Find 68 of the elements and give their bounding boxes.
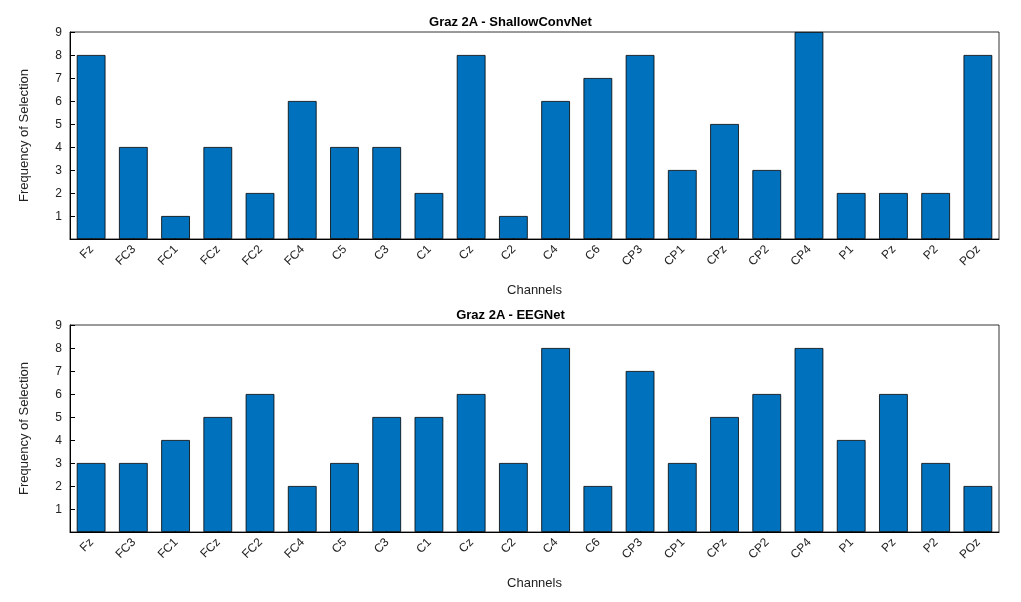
- x-tick-label: POz: [956, 535, 983, 562]
- y-tick-label: 6: [55, 387, 63, 401]
- y-tick-label: 9: [55, 318, 63, 332]
- y-tick-label: 5: [55, 117, 63, 131]
- x-tick-label: C4: [539, 534, 561, 556]
- y-axis-title: Frequency of Selection: [16, 362, 31, 495]
- x-tick-label: CP2: [745, 241, 772, 269]
- x-tick-label: C4: [539, 241, 561, 263]
- y-tick-label: 5: [55, 410, 63, 424]
- y-tick-label: 3: [55, 163, 63, 177]
- chart-title: Graz 2A - ShallowConvNet: [429, 14, 593, 29]
- y-tick-label: 1: [55, 502, 63, 516]
- y-tick-label: 2: [55, 479, 63, 493]
- x-tick-label: CP1: [660, 241, 688, 269]
- y-tick-label: 4: [55, 433, 63, 447]
- x-tick-label: C1: [413, 534, 435, 556]
- x-axis-title: Channels: [507, 575, 563, 590]
- x-tick-label: P1: [835, 534, 857, 556]
- x-tick-label: Pz: [878, 242, 899, 262]
- x-tick-label: C6: [582, 241, 604, 263]
- x-tick-label: CPz: [703, 535, 730, 561]
- x-tick-label: Fz: [76, 242, 97, 262]
- x-tick-label: FC1: [154, 241, 181, 268]
- y-tick-label: 7: [55, 364, 63, 378]
- x-tick-label: Cz: [455, 535, 477, 556]
- x-tick-label: Pz: [878, 535, 899, 555]
- x-tick-label: C3: [370, 534, 392, 556]
- y-tick-label: 3: [55, 456, 63, 470]
- x-tick-label: Fz: [76, 535, 97, 555]
- x-tick-label: C2: [497, 534, 519, 556]
- x-tick-label: CPz: [703, 242, 730, 268]
- x-tick-label: Cz: [455, 242, 477, 263]
- x-tick-label: CP4: [787, 534, 815, 562]
- x-tick-label: FCz: [197, 535, 223, 561]
- x-tick-label: P2: [920, 534, 941, 556]
- x-tick-label: CP2: [745, 534, 772, 562]
- x-tick-label: FC1: [154, 534, 181, 561]
- x-tick-label: C5: [328, 241, 350, 263]
- x-tick-label: P1: [835, 241, 857, 263]
- y-tick-label: 8: [55, 48, 63, 62]
- y-tick-label: 4: [55, 140, 63, 154]
- y-axis-title: Frequency of Selection: [16, 69, 31, 202]
- x-tick-label: FC3: [112, 534, 139, 561]
- x-tick-label: FC2: [239, 534, 266, 561]
- x-tick-label: C1: [413, 241, 435, 263]
- x-tick-label: FC4: [281, 241, 308, 268]
- x-tick-label: C6: [582, 534, 604, 556]
- x-tick-label: P2: [920, 241, 941, 263]
- x-tick-label: FC3: [112, 241, 139, 268]
- chart-title: Graz 2A - EEGNet: [456, 307, 566, 322]
- x-tick-label: C5: [328, 534, 350, 556]
- x-tick-label: CP3: [618, 534, 646, 562]
- y-tick-label: 9: [55, 25, 63, 39]
- x-tick-label: POz: [956, 242, 983, 269]
- x-tick-label: CP4: [787, 241, 815, 269]
- x-tick-label: FC4: [281, 534, 308, 561]
- y-tick-label: 8: [55, 341, 63, 355]
- x-tick-label: C2: [497, 241, 519, 263]
- x-tick-label: FCz: [197, 242, 223, 268]
- x-tick-label: C3: [370, 241, 392, 263]
- y-tick-label: 1: [55, 209, 63, 223]
- y-tick-label: 7: [55, 71, 63, 85]
- x-tick-label: FC2: [239, 241, 266, 268]
- x-tick-label: CP1: [660, 534, 688, 562]
- y-tick-label: 2: [55, 186, 63, 200]
- x-axis-title: Channels: [507, 282, 563, 297]
- y-tick-label: 6: [55, 94, 63, 108]
- x-tick-label: CP3: [618, 241, 646, 269]
